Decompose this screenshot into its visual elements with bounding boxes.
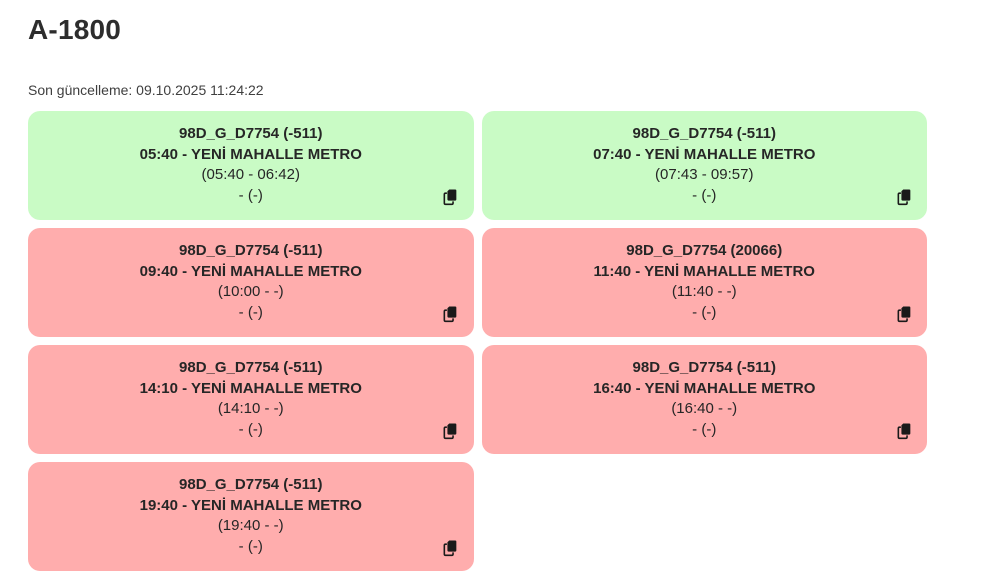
extra-label: - (-)	[692, 186, 717, 204]
trip-label: 07:40 - YENİ MAHALLE METRO	[593, 145, 816, 163]
extra-label: - (-)	[692, 420, 717, 438]
trip-label: 19:40 - YENİ MAHALLE METRO	[139, 496, 362, 514]
trip-label: 16:40 - YENİ MAHALLE METRO	[593, 379, 816, 397]
vehicle-label: 98D_G_D7754 (-511)	[632, 125, 776, 142]
copy-icon	[897, 306, 910, 323]
vehicle-label: 98D_G_D7754 (-511)	[179, 125, 323, 142]
copy-icon	[443, 189, 457, 206]
vehicle-label: 98D_G_D7754 (-511)	[632, 359, 776, 376]
copy-button[interactable]	[441, 187, 461, 207]
page-title: A-1800	[28, 14, 122, 45]
trip-label: 09:40 - YENİ MAHALLE METRO	[139, 262, 362, 280]
vehicle-label: 98D_G_D7754 (20066)	[626, 242, 783, 259]
extra-label: - (-)	[238, 186, 263, 204]
vehicle-label: 98D_G_D7754 (-511)	[179, 476, 323, 493]
trip-label: 14:10 - YENİ MAHALLE METRO	[139, 379, 362, 397]
actual-times-label: (07:43 - 09:57)	[655, 166, 754, 183]
trip-card: 98D_G_D7754 (-511) 07:40 - YENİ MAHALLE …	[481, 111, 927, 220]
extra-label: - (-)	[692, 303, 717, 321]
copy-button[interactable]	[894, 304, 914, 324]
trip-card: 98D_G_D7754 (-511) 16:40 - YENİ MAHALLE …	[481, 345, 927, 454]
copy-button[interactable]	[441, 304, 461, 324]
actual-times-label: (14:10 - -)	[217, 400, 284, 417]
actual-times-label: (10:00 - -)	[217, 283, 284, 300]
trip-card-grid: 98D_G_D7754 (-511) 05:40 - YENİ MAHALLE …	[28, 111, 927, 571]
vehicle-label: 98D_G_D7754 (-511)	[179, 242, 323, 259]
extra-label: - (-)	[238, 420, 263, 438]
vehicle-label: 98D_G_D7754 (-511)	[179, 359, 323, 376]
trip-card: 98D_G_D7754 (-511) 09:40 - YENİ MAHALLE …	[28, 228, 474, 337]
trip-card: 98D_G_D7754 (20066) 11:40 - YENİ MAHALLE…	[481, 228, 927, 337]
copy-button[interactable]	[441, 538, 461, 558]
copy-icon	[443, 540, 457, 557]
copy-icon	[443, 306, 457, 323]
copy-button[interactable]	[894, 187, 914, 207]
copy-icon	[897, 189, 910, 206]
actual-times-label: (05:40 - 06:42)	[201, 166, 300, 183]
extra-label: - (-)	[238, 537, 263, 555]
extra-label: - (-)	[238, 303, 263, 321]
actual-times-label: (11:40 - -)	[671, 283, 737, 300]
copy-button[interactable]	[441, 421, 461, 441]
trip-label: 11:40 - YENİ MAHALLE METRO	[593, 262, 815, 280]
trip-label: 05:40 - YENİ MAHALLE METRO	[139, 145, 362, 163]
actual-times-label: (16:40 - -)	[671, 400, 738, 417]
trip-card: 98D_G_D7754 (-511) 05:40 - YENİ MAHALLE …	[28, 111, 474, 220]
trip-card: 98D_G_D7754 (-511) 19:40 - YENİ MAHALLE …	[28, 462, 474, 571]
copy-icon	[897, 423, 910, 440]
copy-button[interactable]	[894, 421, 914, 441]
trip-card: 98D_G_D7754 (-511) 14:10 - YENİ MAHALLE …	[28, 345, 474, 454]
actual-times-label: (19:40 - -)	[217, 517, 284, 534]
last-update-text: Son güncelleme: 09.10.2025 11:24:22	[28, 82, 264, 98]
copy-icon	[443, 423, 457, 440]
